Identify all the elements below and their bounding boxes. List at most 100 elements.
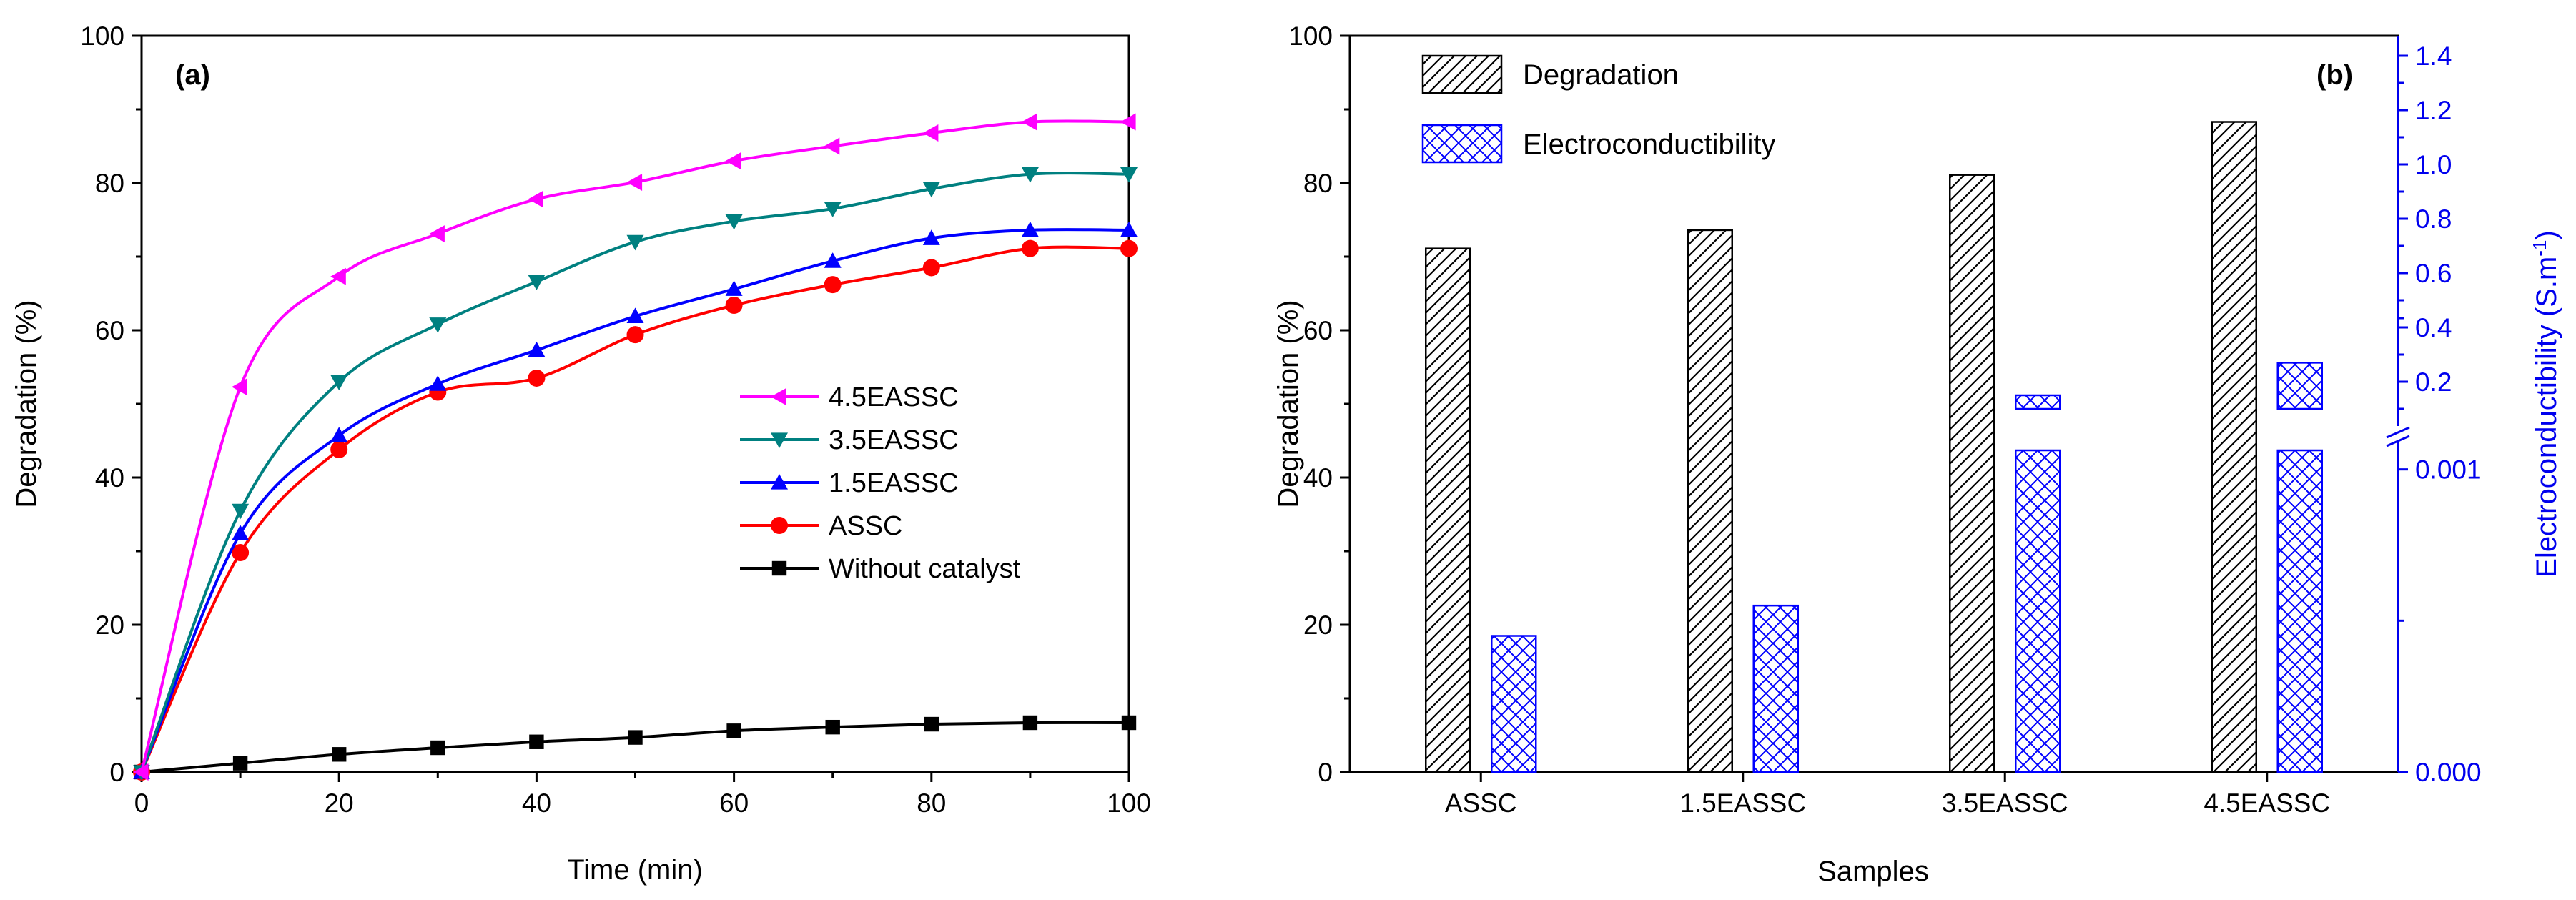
a-y-tick-label: 40 [95, 463, 124, 493]
b-y-tick-label: 80 [1303, 169, 1333, 198]
b-y2-tick-label: 0.000 [2415, 758, 2482, 787]
panel-b-bar-chart: 0 20 40 60 80 100 0.000 0.001 0.2 0.4 0.6 0.8 1.0 1.… [1273, 21, 2562, 887]
point-3-5eassc [1120, 167, 1138, 183]
point-3-5eassc [232, 503, 250, 520]
a-x-tick-label: 80 [917, 788, 946, 818]
legend-swatch-degradation [1421, 54, 1503, 94]
panel-b-left-y-ticks: 0 20 40 60 80 100 [1288, 21, 1350, 787]
legend-marker-without-catalyst [771, 560, 787, 576]
a-y-tick-label: 80 [95, 169, 124, 198]
point-1-5eassc [330, 427, 348, 442]
axis-break-mark-lower [2386, 435, 2410, 447]
legend-marker-assc [771, 517, 788, 534]
series-line-4-5eassc [140, 119, 1130, 773]
panel-a-label: (a) [175, 59, 210, 91]
b-y2-tick-label: 1.2 [2415, 96, 2452, 125]
point-3-5eassc [330, 375, 348, 391]
point-assc [1120, 239, 1138, 257]
point-4-5eassc [1120, 113, 1136, 131]
bar-electroconductibility-lower [2015, 449, 2061, 773]
series-line-1-5eassc [140, 228, 1130, 773]
bar-electroconductibility-upper [2015, 394, 2061, 410]
a-x-tick-label: 20 [325, 788, 354, 818]
legend-label-assc: ASSC [829, 511, 902, 541]
b-y-tick-label: 0 [1318, 758, 1333, 787]
b-y-tick-label: 20 [1303, 610, 1333, 640]
y2-title-sup: -1 [2529, 240, 2550, 257]
b-x-tick-label: 4.5EASSC [2204, 788, 2330, 818]
point-without-catalyst [529, 734, 544, 749]
series-line-assc [140, 245, 1130, 773]
legend-label-3-5eassc: 3.5EASSC [829, 425, 959, 455]
panel-b-bars [1425, 121, 2323, 773]
point-assc [1021, 239, 1039, 257]
panel-a-x-ticks: 0 20 40 60 80 100 [134, 772, 1151, 818]
b-y2-tick-label: 0.6 [2415, 259, 2452, 288]
point-4-5eassc [133, 763, 149, 781]
point-1-5eassc [725, 280, 743, 296]
b-x-tick-label: 1.5EASSC [1679, 788, 1806, 818]
point-without-catalyst [232, 756, 248, 771]
a-x-tick-label: 60 [719, 788, 749, 818]
point-without-catalyst [924, 716, 939, 732]
bar-degradation [1425, 247, 1471, 773]
b-y2-tick-label: 1.4 [2415, 41, 2452, 71]
b-y-tick-label: 60 [1303, 316, 1333, 345]
point-assc [922, 259, 940, 277]
series-line-3-5eassc [140, 172, 1130, 773]
legend-marker-1-5eassc [771, 474, 788, 490]
legend-marker-4-5eassc [771, 388, 786, 405]
bar-electroconductibility-upper [2276, 362, 2323, 410]
panel-b-label: (b) [2316, 59, 2353, 91]
point-1-5eassc [528, 341, 546, 357]
panel-b-x-axis-title: Samples [1817, 856, 1929, 887]
b-x-tick-label: 3.5EASSC [1942, 788, 2068, 818]
a-x-tick-label: 0 [134, 788, 149, 818]
axis-break-mark-upper [2386, 426, 2410, 439]
series-line-without-catalyst [141, 721, 1130, 773]
panel-a-y-ticks: 0 20 40 60 80 100 [80, 21, 142, 787]
point-1-5eassc [922, 229, 940, 245]
panel-a-y-axis-title: Degradation (%) [11, 300, 42, 508]
legend-label-without-catalyst: Without catalyst [829, 554, 1021, 584]
point-3-5eassc [626, 234, 644, 251]
b-y2-tick-label: 0.4 [2415, 313, 2452, 342]
point-assc [330, 440, 348, 458]
point-4-5eassc [626, 173, 643, 191]
point-assc [232, 544, 250, 562]
point-assc [626, 326, 644, 344]
panel-a-x-axis-title: Time (min) [567, 854, 703, 886]
point-3-5eassc [1021, 167, 1039, 183]
legend-swatch-electroconductibility [1421, 124, 1503, 164]
point-4-5eassc [330, 267, 346, 285]
point-3-5eassc [429, 317, 447, 333]
b-x-tick-label: ASSC [1445, 788, 1517, 818]
point-3-5eassc [528, 275, 546, 291]
point-4-5eassc [725, 152, 741, 170]
point-1-5eassc [626, 307, 644, 324]
legend-label-degradation: Degradation [1523, 59, 1679, 91]
a-y-tick-label: 100 [80, 21, 124, 51]
panel-b-legend: Degradation Electroconductibility [1421, 54, 1776, 164]
a-x-tick-label: 100 [1107, 788, 1151, 818]
bar-electroconductibility [1491, 635, 1537, 773]
panel-a-plot-frame [140, 34, 1130, 773]
panel-b-y-axis-title: Degradation (%) [1273, 300, 1304, 508]
point-without-catalyst [430, 740, 445, 756]
bar-electroconductibility [1752, 604, 1799, 773]
point-4-5eassc [429, 225, 445, 243]
b-y2-tick-label: 0.8 [2415, 204, 2452, 234]
panel-a-legend: 4.5EASSC 3.5EASSC 1.5EASSC ASSC Without cata… [740, 382, 1021, 584]
point-4-5eassc [922, 124, 939, 142]
panel-b-x-ticks: ASSC 1.5EASSC 3.5EASSC 4.5EASSC [1445, 772, 2330, 818]
b-y-tick-label: 40 [1303, 463, 1333, 493]
point-without-catalyst [1022, 715, 1038, 731]
point-4-5eassc [528, 190, 543, 208]
point-1-5eassc [1120, 221, 1138, 237]
bar-electroconductibility-lower [2276, 449, 2323, 773]
point-without-catalyst [332, 747, 347, 762]
point-4-5eassc [824, 137, 840, 155]
b-y-tick-label: 100 [1288, 21, 1333, 51]
point-3-5eassc [824, 202, 842, 218]
